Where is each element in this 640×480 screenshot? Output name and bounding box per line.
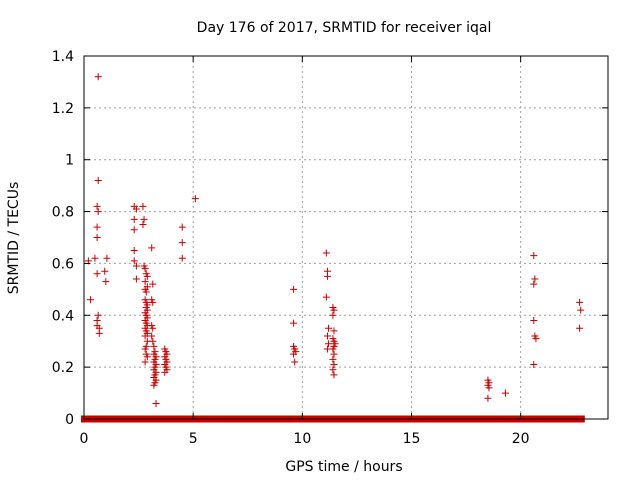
data-point bbox=[141, 345, 149, 353]
x-tick-label: 10 bbox=[293, 431, 311, 447]
data-point bbox=[148, 244, 156, 252]
data-point bbox=[148, 332, 156, 340]
data-point bbox=[577, 306, 585, 314]
y-tick-label: 0.8 bbox=[52, 205, 74, 221]
data-point bbox=[290, 350, 298, 358]
data-point bbox=[530, 252, 538, 260]
x-tick-label: 15 bbox=[403, 431, 421, 447]
data-point bbox=[501, 389, 509, 397]
x-tick-label: 20 bbox=[512, 431, 530, 447]
data-point bbox=[149, 280, 157, 288]
chart-title: Day 176 of 2017, SRMTID for receiver iqa… bbox=[197, 20, 492, 36]
data-point bbox=[149, 324, 157, 332]
data-point bbox=[93, 270, 101, 278]
data-point bbox=[143, 353, 151, 361]
data-point bbox=[484, 394, 492, 402]
grid-lines bbox=[84, 56, 608, 419]
data-point bbox=[531, 275, 539, 283]
data-point bbox=[325, 324, 333, 332]
data-point bbox=[290, 319, 298, 327]
data-point bbox=[141, 265, 149, 273]
y-tick-label: 0 bbox=[65, 412, 74, 428]
data-point bbox=[94, 176, 102, 184]
data-point bbox=[191, 195, 199, 203]
data-point bbox=[485, 384, 493, 392]
data-point bbox=[91, 254, 99, 262]
x-axis-label: GPS time / hours bbox=[285, 459, 402, 475]
data-point bbox=[329, 355, 337, 363]
data-point bbox=[291, 358, 299, 366]
y-tick-label: 1 bbox=[65, 153, 74, 169]
data-point bbox=[93, 223, 101, 231]
data-point bbox=[102, 278, 110, 286]
data-point bbox=[161, 368, 169, 376]
data-point bbox=[103, 254, 111, 262]
plot-frame bbox=[83, 55, 609, 420]
data-point bbox=[330, 350, 338, 358]
data-point bbox=[130, 215, 138, 223]
data-point bbox=[132, 275, 140, 283]
axis-ticks: 0 5 10 15 20 0 0.2 0.4 0.6 0.8 1 1.2 1.4 bbox=[52, 49, 608, 447]
data-point bbox=[139, 202, 147, 210]
y-tick-label: 1.2 bbox=[52, 101, 74, 117]
data-point bbox=[290, 285, 298, 293]
data-point bbox=[140, 215, 148, 223]
data-point bbox=[94, 208, 102, 216]
data-point bbox=[141, 278, 149, 286]
data-point bbox=[152, 399, 160, 407]
data-point bbox=[329, 311, 337, 319]
data-point bbox=[178, 254, 186, 262]
y-tick-label: 0.2 bbox=[52, 360, 74, 376]
data-point bbox=[149, 298, 157, 306]
data-point bbox=[330, 371, 338, 379]
data-point bbox=[330, 306, 338, 314]
data-point bbox=[95, 329, 103, 337]
data-point bbox=[143, 272, 151, 280]
data-point bbox=[141, 358, 149, 366]
data-point bbox=[323, 272, 331, 280]
data-point bbox=[150, 342, 158, 350]
data-point bbox=[142, 288, 150, 296]
data-point bbox=[329, 366, 337, 374]
data-point bbox=[178, 223, 186, 231]
data-point bbox=[94, 311, 102, 319]
data-point bbox=[93, 202, 101, 210]
data-point bbox=[532, 335, 540, 343]
y-tick-label: 0.6 bbox=[52, 256, 74, 272]
data-point bbox=[149, 337, 157, 345]
data-point bbox=[132, 262, 140, 270]
data-point bbox=[330, 327, 338, 335]
data-point bbox=[178, 239, 186, 247]
y-tick-label: 0.4 bbox=[52, 308, 74, 324]
data-point bbox=[150, 381, 158, 389]
data-point bbox=[139, 221, 147, 229]
data-point bbox=[530, 280, 538, 288]
data-point bbox=[322, 249, 330, 257]
y-tick-label: 1.4 bbox=[52, 49, 74, 65]
data-point bbox=[322, 293, 330, 301]
data-point bbox=[530, 316, 538, 324]
data-point bbox=[330, 361, 338, 369]
data-point bbox=[93, 234, 101, 241]
data-point bbox=[329, 345, 337, 353]
data-point bbox=[101, 267, 109, 275]
x-tick-label: 0 bbox=[80, 431, 89, 447]
data-point bbox=[94, 73, 102, 81]
data-point bbox=[530, 361, 538, 369]
data-point bbox=[87, 296, 95, 304]
data-point bbox=[130, 246, 138, 254]
data-point bbox=[323, 332, 331, 340]
data-point bbox=[576, 324, 584, 332]
data-point bbox=[130, 226, 138, 234]
data-point bbox=[576, 298, 584, 306]
data-point bbox=[132, 205, 140, 213]
data-point bbox=[325, 340, 333, 348]
data-point bbox=[141, 332, 149, 340]
y-axis-label: SRMTID / TECUs bbox=[6, 182, 22, 295]
x-tick-label: 5 bbox=[189, 431, 198, 447]
data-point bbox=[130, 257, 138, 265]
